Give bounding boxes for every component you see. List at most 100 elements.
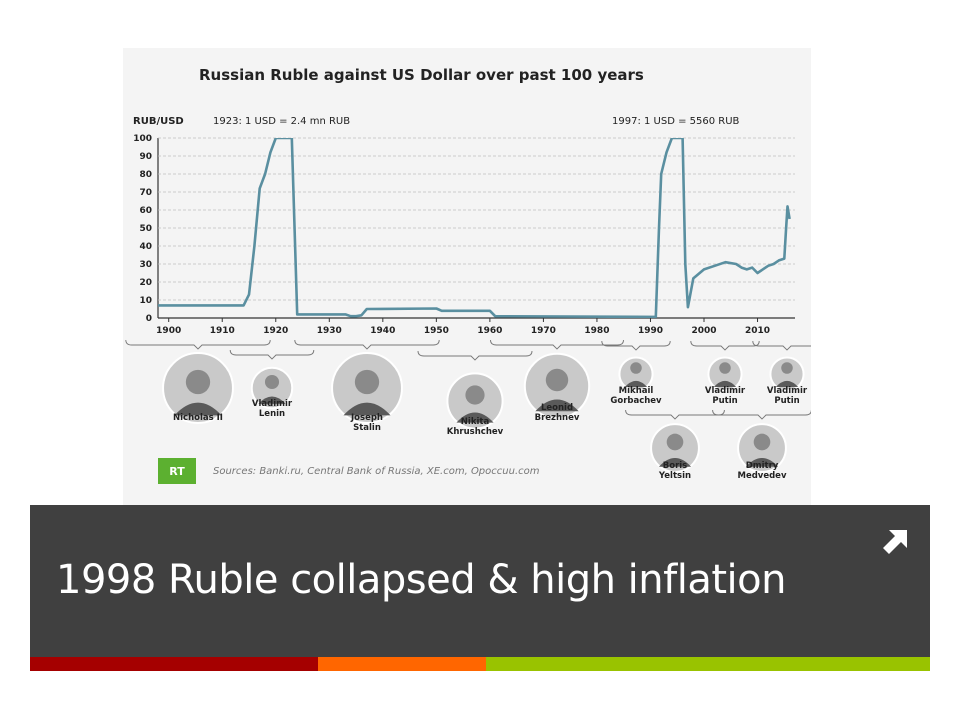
leader-portrait-body [343, 402, 391, 416]
leader-bracket [490, 339, 624, 350]
y-tick-label-10: 10 [139, 296, 152, 306]
y-tick-label-30: 30 [139, 260, 152, 270]
rt-logo-text: RT [169, 465, 185, 478]
leader-bracket [229, 349, 315, 360]
accent-segment-green [486, 657, 930, 671]
leader-portrait-head [781, 362, 793, 374]
chart-figure: Russian Ruble against US Dollar over pas… [123, 48, 811, 505]
leader-portrait [707, 356, 743, 392]
x-tick-label-1970: 1970 [531, 326, 556, 336]
leader-name: Nicholas II [173, 413, 223, 423]
annotation-1923: 1923: 1 USD = 2.4 mn RUB [213, 116, 350, 127]
leader-bracket [690, 340, 760, 351]
leader-name: Lenin [259, 409, 285, 419]
leader-name: Medvedev [737, 471, 786, 481]
y-tick-label-90: 90 [139, 152, 152, 162]
source-note: Sources: Banki.ru, Central Bank of Russi… [213, 466, 540, 477]
leader-name: Gorbachev [610, 396, 662, 406]
leader-bracket [712, 409, 811, 420]
leader-portrait-body [745, 458, 779, 467]
leader-portrait-body [174, 402, 222, 416]
leader-name: Yeltsin [658, 471, 691, 481]
leader-portrait-head [465, 385, 485, 405]
leader-portrait-head [264, 374, 280, 390]
x-axis: 1900 1910 1920 1930 1940 1950 1960 1970 1980 1990… [156, 318, 770, 336]
x-tick-label-1940: 1940 [370, 326, 395, 336]
leader-name: Leonid [541, 403, 573, 413]
accent-bar [30, 657, 930, 671]
leader-name: Vladimir [705, 386, 746, 396]
leader-name: Vladimir [767, 386, 808, 396]
leader-name: Joseph [350, 413, 383, 423]
x-tick-label-1910: 1910 [210, 326, 235, 336]
y-tick-label-20: 20 [139, 278, 152, 288]
leader-name: Khrushchev [447, 427, 504, 437]
x-tick-label-2010: 2010 [745, 326, 770, 336]
x-tick-label-1900: 1900 [156, 326, 181, 336]
leader-name: Nikita [461, 417, 490, 427]
y-tick-label-70: 70 [139, 188, 152, 198]
leader-name: Vladimir [252, 399, 293, 409]
leader-portrait-body [658, 458, 692, 467]
leader-bracket [625, 409, 725, 420]
ruble-usd-line [158, 138, 791, 318]
leader-bracket [125, 339, 271, 350]
y-axis-label: RUB/USD [133, 116, 184, 127]
y-tick-label-100: 100 [133, 134, 152, 144]
accent-segment-orange [318, 657, 486, 671]
leader-name: Stalin [353, 423, 381, 433]
y-axis: 0 10 20 30 40 50 60 70 80 90 100 [133, 134, 152, 324]
slide-title: 1998 Ruble collapsed & high inflation [56, 557, 786, 603]
leader-portrait-body [535, 399, 579, 412]
leader-portrait-head [753, 433, 771, 451]
x-tick-label-1920: 1920 [263, 326, 288, 336]
grid [157, 137, 795, 319]
rt-logo [158, 458, 196, 484]
x-tick-label-1930: 1930 [317, 326, 342, 336]
leader-name: Mikhail [619, 386, 654, 396]
leader-portrait-head [185, 369, 211, 395]
leader-bracket [601, 340, 671, 351]
leader-portrait [769, 356, 805, 392]
leader-portrait-head [630, 362, 642, 374]
leader-bracket [294, 339, 440, 350]
leader-portrait-body [713, 380, 737, 387]
leader-name: Boris [663, 461, 687, 471]
chart-svg: Russian Ruble against US Dollar over pas… [125, 66, 811, 484]
y-tick-label-60: 60 [139, 206, 152, 216]
annotation-1997: 1997: 1 USD = 5560 RUB [612, 116, 740, 127]
leader-name: Putin [712, 396, 737, 406]
leader-portrait-body [258, 396, 286, 404]
leader-portrait [618, 356, 654, 392]
leader-portrait-body [456, 412, 494, 423]
x-tick-label-1960: 1960 [477, 326, 502, 336]
chart-title: Russian Ruble against US Dollar over pas… [199, 66, 644, 84]
y-tick-label-80: 80 [139, 170, 152, 180]
accent-segment-red [30, 657, 318, 671]
leader-portrait-body [624, 380, 648, 387]
leader-bracket [417, 350, 533, 361]
leader-bracket [752, 340, 811, 351]
x-tick-label-1990: 1990 [638, 326, 663, 336]
y-tick-label-50: 50 [139, 224, 152, 234]
leader-name: Brezhnev [535, 413, 580, 423]
leader-portrait-body [775, 380, 799, 387]
leader-portrait-head [719, 362, 731, 374]
leader-name: Putin [774, 396, 799, 406]
x-tick-label-1950: 1950 [424, 326, 449, 336]
arrow-up-right-icon [883, 530, 907, 554]
footer: RT Sources: Banki.ru, Central Bank of Ru… [158, 458, 540, 484]
title-band: 1998 Ruble collapsed & high inflation [30, 505, 930, 657]
y-tick-label-0: 0 [146, 314, 152, 324]
x-tick-label-1980: 1980 [584, 326, 609, 336]
leader-name: Dmitry [746, 461, 779, 471]
leader-portrait-head [354, 369, 380, 395]
